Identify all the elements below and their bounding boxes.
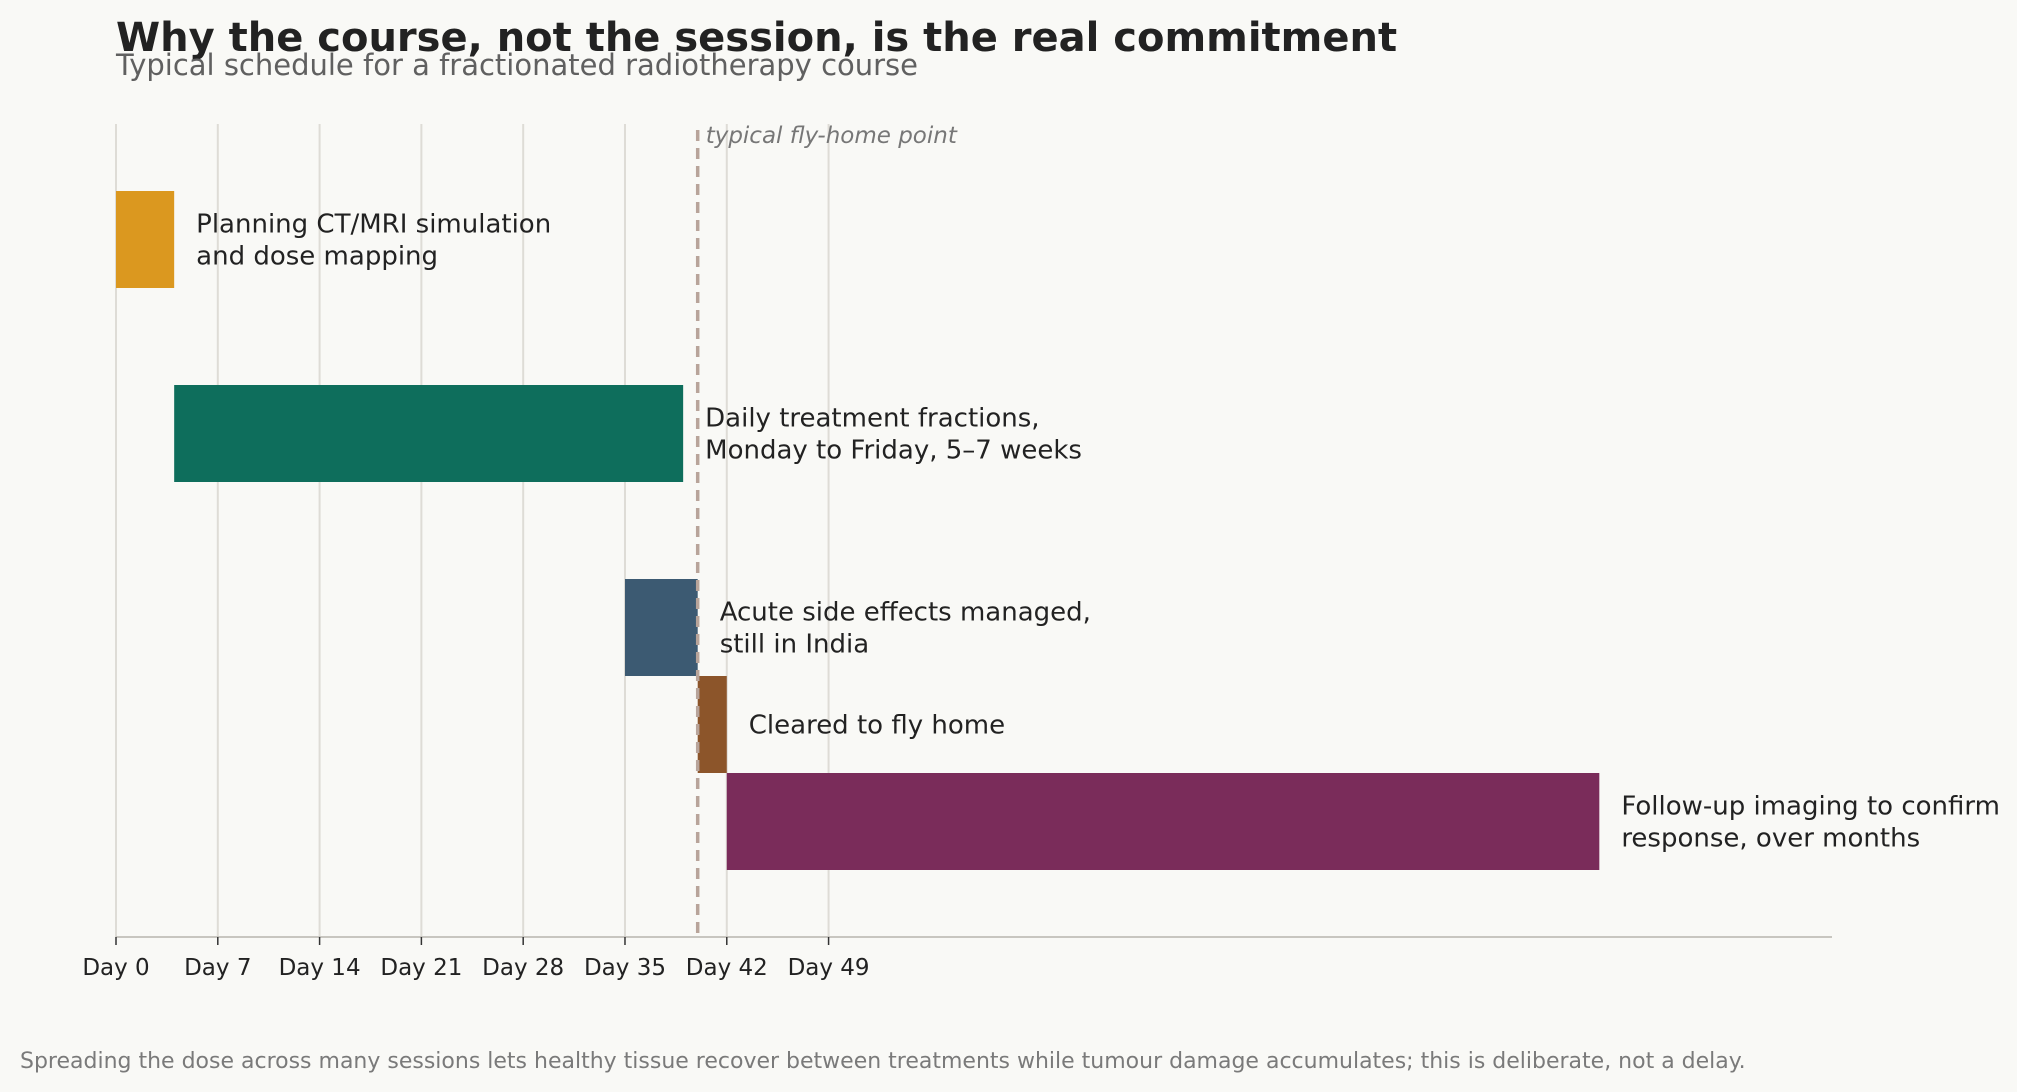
task-label-0-line-1: and dose mapping: [196, 242, 438, 272]
task-label-1: Daily treatment fractions, Monday to Frid…: [705, 404, 1082, 466]
task-label-4-line-1: response, over months: [1621, 824, 1920, 854]
task-label-2-line-0: Acute side effects managed,: [720, 598, 1091, 628]
chart-footnote: Spreading the dose across many sessions …: [20, 1049, 1746, 1074]
task-bar-3: [697, 676, 727, 773]
x-tick-label-5: Day 35: [584, 955, 666, 981]
task-label-1-line-0: Daily treatment fractions,: [705, 404, 1039, 434]
task-label-3-line-0: Cleared to fly home: [749, 711, 1005, 741]
chart-title: Why the course, not the session, is the …: [116, 15, 1397, 61]
x-axis: Day 0 Day 7 Day 14 Day 21 Day 28 Day 35 Day 42…: [82, 936, 1832, 981]
marker-label: typical fly-home point: [706, 123, 958, 149]
x-tick-label-3: Day 21: [380, 955, 462, 981]
task-label-0-line-0: Planning CT/MRI simulation: [196, 210, 551, 240]
task-label-2-line-1: still in India: [720, 630, 869, 660]
x-tick-label-4: Day 28: [482, 955, 564, 981]
task-labels: Planning CT/MRI simulation and dose mappi…: [196, 210, 2000, 854]
task-label-4: Follow-up imaging to confirm response, ov…: [1621, 792, 2000, 854]
task-bar-2: [624, 579, 698, 676]
task-label-1-line-1: Monday to Friday, 5–7 weeks: [705, 436, 1082, 466]
x-tick-label-0: Day 0: [82, 955, 149, 981]
task-bars: [116, 191, 1600, 870]
task-label-4-line-0: Follow-up imaging to confirm: [1621, 792, 2000, 822]
x-tick-label-7: Day 49: [788, 955, 870, 981]
task-bar-4: [726, 773, 1600, 870]
x-tick-label-1: Day 7: [184, 955, 251, 981]
chart-subtitle: Typical schedule for a fractionated radi…: [115, 48, 918, 82]
x-tick-label-2: Day 14: [279, 955, 361, 981]
task-label-0: Planning CT/MRI simulation and dose mappi…: [196, 210, 551, 272]
task-bar-1: [174, 385, 684, 482]
task-bar-0: [116, 191, 175, 288]
task-label-3: Cleared to fly home: [749, 711, 1005, 741]
task-label-2: Acute side effects managed, still in Indi…: [720, 598, 1091, 660]
x-tick-label-6: Day 42: [686, 955, 768, 981]
fly-home-marker: typical fly-home point: [695, 123, 958, 937]
